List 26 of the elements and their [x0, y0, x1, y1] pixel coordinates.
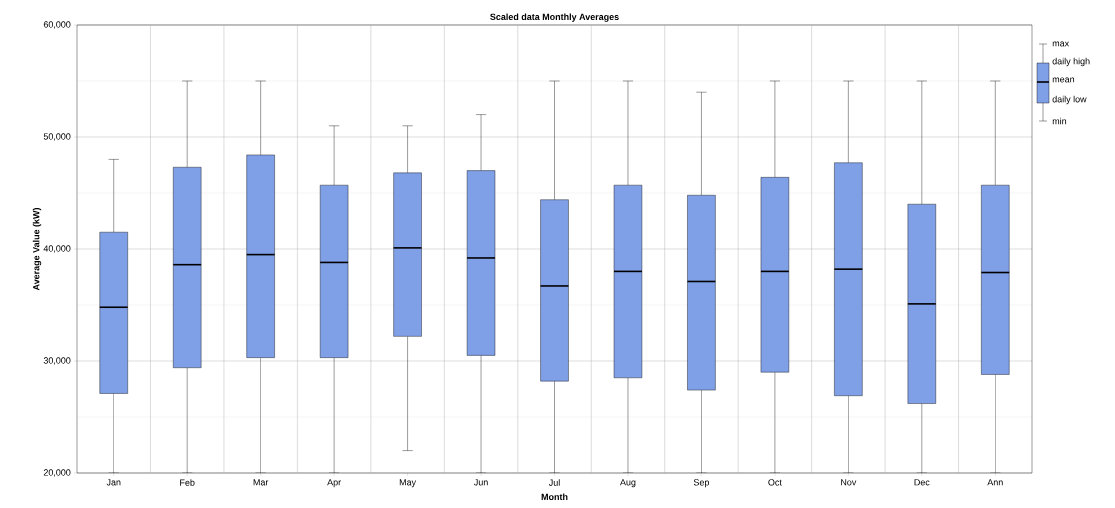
y-axis-title: Average Value (kW)	[32, 208, 42, 291]
x-tick-label: Mar	[253, 479, 269, 486]
x-tick-label: Feb	[180, 479, 195, 486]
y-tick-label: 20,000	[43, 469, 71, 477]
x-tick-label: Aug	[620, 479, 636, 488]
y-tick-label: 50,000	[43, 133, 71, 141]
x-tick-label: Sep	[693, 479, 710, 488]
text: daily low	[1052, 95, 1087, 105]
x-tick-label: Jan	[106, 479, 121, 486]
chart-title: Scaled data Monthly Averages	[490, 13, 619, 22]
x-tick-label: Ann	[987, 479, 1003, 486]
x-tick-label: May	[399, 479, 417, 488]
y-tick-label: 30,000	[43, 357, 71, 365]
x-tick-label: Jun	[473, 479, 488, 486]
y-tick-label: 40,000	[43, 245, 71, 253]
text: min	[1052, 117, 1067, 125]
x-tick-label: Apr	[327, 479, 341, 488]
x-tick-label: Nov	[841, 479, 857, 486]
x-axis-title: Month	[541, 493, 568, 501]
x-tick-label: Dec	[914, 479, 930, 486]
text: max	[1052, 41, 1070, 47]
y-tick-label: 60,000	[43, 21, 71, 29]
text: daily high	[1052, 57, 1090, 67]
x-tick-label: Oct	[768, 479, 782, 486]
text: mean	[1052, 77, 1075, 83]
x-tick-label: Jul	[548, 479, 560, 486]
